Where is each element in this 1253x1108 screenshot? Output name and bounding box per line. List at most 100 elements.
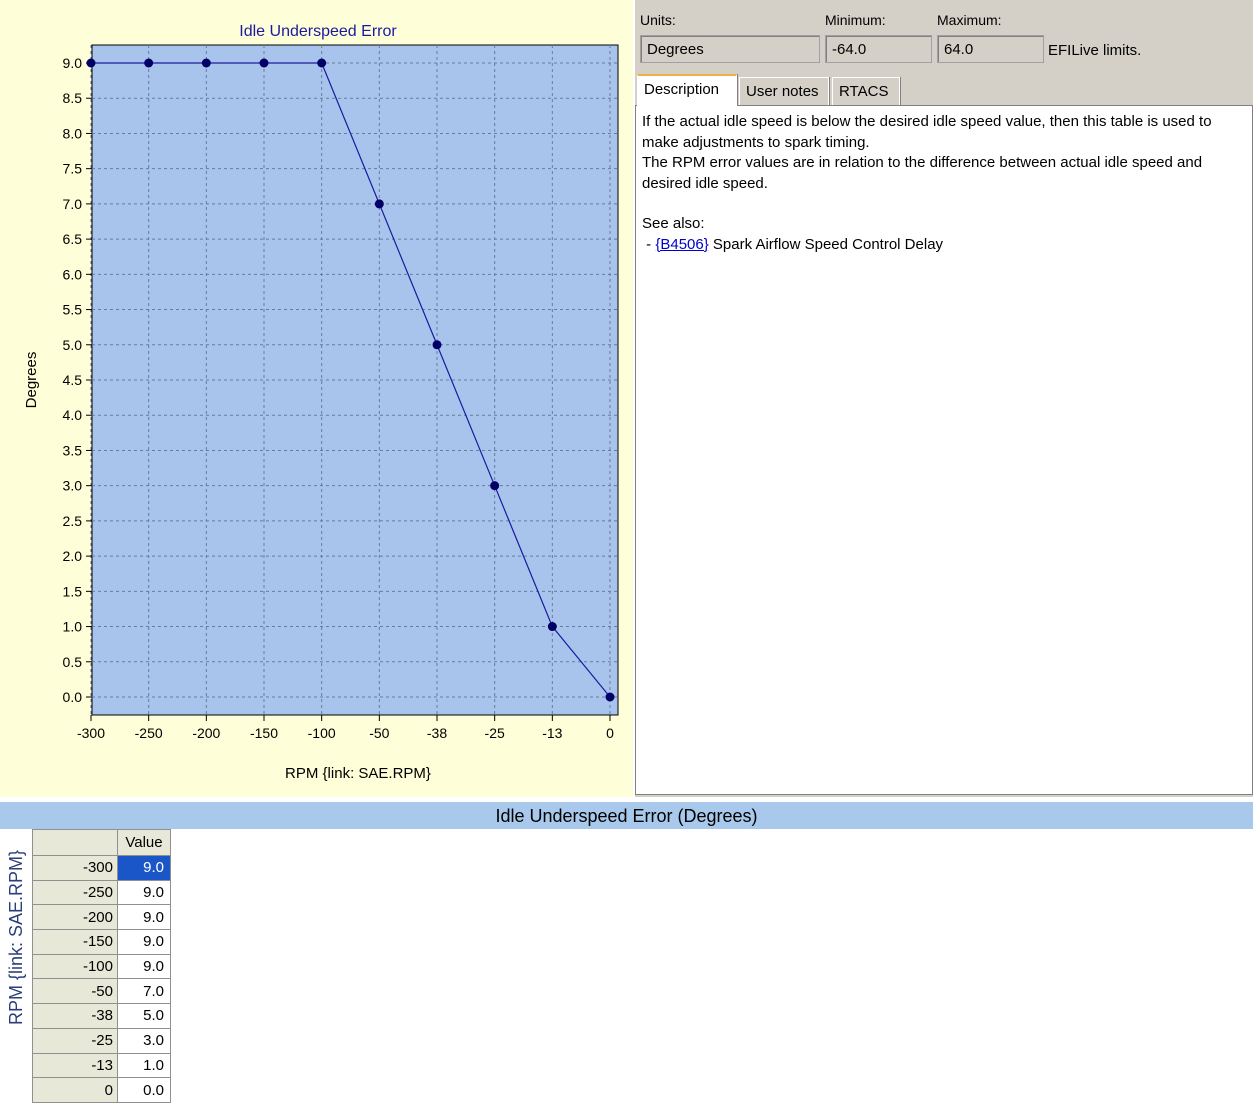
x-axis-label: RPM {link: SAE.RPM}	[285, 765, 431, 782]
y-tick-label: 1.5	[63, 583, 83, 599]
tab-user-notes[interactable]: User notes	[739, 77, 829, 105]
x-tick-label: -25	[485, 725, 505, 741]
table-region: RPM {link: SAE.RPM} Value -300 9.0 -250 9.…	[0, 829, 1253, 1108]
table-row: -25 3.0	[32, 1027, 171, 1054]
tab-rtacs[interactable]: RTACS	[832, 77, 900, 105]
x-tick-label: -100	[308, 725, 336, 741]
table-corner	[32, 829, 118, 856]
y-tick-label: 0.0	[63, 689, 83, 705]
table-row: -150 9.0	[32, 929, 171, 955]
value-cell[interactable]: 7.0	[117, 978, 171, 1005]
units-label: Units:	[640, 12, 676, 28]
value-cell[interactable]: 9.0	[117, 904, 171, 931]
value-cell[interactable]: 9.0	[117, 953, 171, 980]
data-point	[201, 58, 211, 68]
description-text-area[interactable]: If the actual idle speed is below the de…	[635, 105, 1253, 795]
data-table: Value -300 9.0 -250 9.0 -200 9.0 -150 9.0 -1…	[32, 829, 171, 1103]
value-cell[interactable]: 9.0	[117, 879, 171, 906]
data-point	[547, 622, 557, 632]
x-axis-ticks: -300 -250 -200 -150 -100 -50 -38 -25 -13 0	[77, 715, 614, 741]
y-tick-label: 0.5	[63, 654, 83, 670]
data-point	[259, 58, 269, 68]
data-point	[490, 481, 500, 491]
data-point	[317, 58, 327, 68]
description-line-2: The RPM error values are in relation to …	[642, 154, 1203, 192]
value-cell[interactable]: 9.0	[117, 929, 171, 955]
row-header[interactable]: -50	[32, 978, 118, 1005]
see-also-prefix: -	[642, 235, 656, 253]
y-axis-label: Degrees	[23, 352, 40, 409]
data-point	[144, 58, 154, 68]
row-header[interactable]: -150	[32, 929, 118, 955]
see-also-item: - {B4506} Spark Airflow Speed Control De…	[642, 235, 1246, 256]
x-tick-label: -13	[542, 725, 562, 741]
value-column-header[interactable]: Value	[117, 829, 171, 856]
row-header[interactable]: 0	[32, 1077, 118, 1103]
limits-label: EFILive limits.	[1048, 42, 1142, 59]
table-row: -38 5.0	[32, 1003, 171, 1029]
table-title: Idle Underspeed Error (Degrees)	[495, 806, 758, 826]
x-tick-label: -200	[192, 725, 220, 741]
value-cell[interactable]: 0.0	[117, 1077, 171, 1103]
row-header[interactable]: -38	[32, 1003, 118, 1029]
x-tick-label: -150	[250, 725, 278, 741]
table-row: -200 9.0	[32, 904, 171, 931]
y-tick-label: 7.0	[63, 196, 83, 212]
x-tick-label: -50	[369, 725, 389, 741]
table-row: -100 9.0	[32, 953, 171, 980]
x-tick-label: 0	[606, 725, 614, 741]
value-cell[interactable]: 1.0	[117, 1052, 171, 1079]
y-tick-label: 4.5	[63, 372, 83, 388]
x-tick-label: -38	[427, 725, 447, 741]
series	[86, 58, 615, 702]
y-tick-label: 3.5	[63, 442, 83, 458]
y-axis-ticks: 9.0 8.5 8.0 7.5 7.0 6.5 6.0 5.5 5.0 4.5 4.0 3.5 3.0 2…	[63, 55, 92, 705]
table-row: -300 9.0	[32, 855, 171, 881]
data-point	[605, 692, 615, 702]
units-field[interactable]: Degrees	[640, 35, 820, 63]
value-cell[interactable]: 3.0	[117, 1027, 171, 1054]
table-axis-label: RPM {link: SAE.RPM}	[6, 849, 26, 1025]
see-also-desc: Spark Airflow Speed Control Delay	[708, 235, 944, 253]
y-tick-label: 2.5	[63, 513, 83, 529]
see-also-label: See also:	[642, 215, 705, 232]
y-tick-label: 8.5	[63, 90, 83, 106]
table-header-row: Value	[32, 829, 171, 856]
row-header[interactable]: -25	[32, 1027, 118, 1054]
row-header[interactable]: -250	[32, 879, 118, 906]
data-point	[86, 58, 96, 68]
b4506-link[interactable]: {B4506}	[655, 235, 709, 253]
y-tick-label: 4.0	[63, 407, 83, 423]
y-tick-label: 1.0	[63, 619, 83, 635]
minimum-label: Minimum:	[825, 12, 886, 28]
y-tick-label: 7.5	[63, 161, 83, 177]
y-tick-label: 2.0	[63, 548, 83, 564]
y-tick-label: 3.0	[63, 478, 83, 494]
description-line-1: If the actual idle speed is below the de…	[642, 113, 1212, 151]
row-header[interactable]: -300	[32, 855, 118, 881]
data-point	[374, 199, 384, 209]
row-header[interactable]: -200	[32, 904, 118, 931]
table-row: 0 0.0	[32, 1077, 171, 1103]
y-tick-label: 9.0	[63, 55, 83, 71]
maximum-field[interactable]: 64.0	[937, 35, 1044, 63]
table-row: -50 7.0	[32, 978, 171, 1005]
minimum-field[interactable]: -64.0	[825, 35, 932, 63]
line-chart: Idle Underspeed Error 9.0 8.5 8.0 7.5 7.0 6.5…	[23, 23, 619, 782]
y-tick-label: 5.5	[63, 302, 83, 318]
table-row: -250 9.0	[32, 879, 171, 906]
table-row: -13 1.0	[32, 1052, 171, 1079]
chart-title: Idle Underspeed Error	[239, 23, 397, 40]
info-panel: Units: Minimum: Maximum: Degrees -64.0 6…	[635, 0, 1253, 797]
row-header[interactable]: -100	[32, 953, 118, 980]
x-tick-label: -300	[77, 725, 105, 741]
tab-description[interactable]: Description	[637, 74, 737, 106]
chart-panel: Idle Underspeed Error 9.0 8.5 8.0 7.5 7.0 6.5…	[0, 0, 633, 797]
value-cell[interactable]: 9.0	[117, 855, 171, 881]
grid	[90, 45, 618, 715]
value-cell[interactable]: 5.0	[117, 1003, 171, 1029]
row-header[interactable]: -13	[32, 1052, 118, 1079]
y-tick-label: 6.5	[63, 231, 83, 247]
y-tick-label: 5.0	[63, 337, 83, 353]
maximum-label: Maximum:	[937, 12, 1002, 28]
